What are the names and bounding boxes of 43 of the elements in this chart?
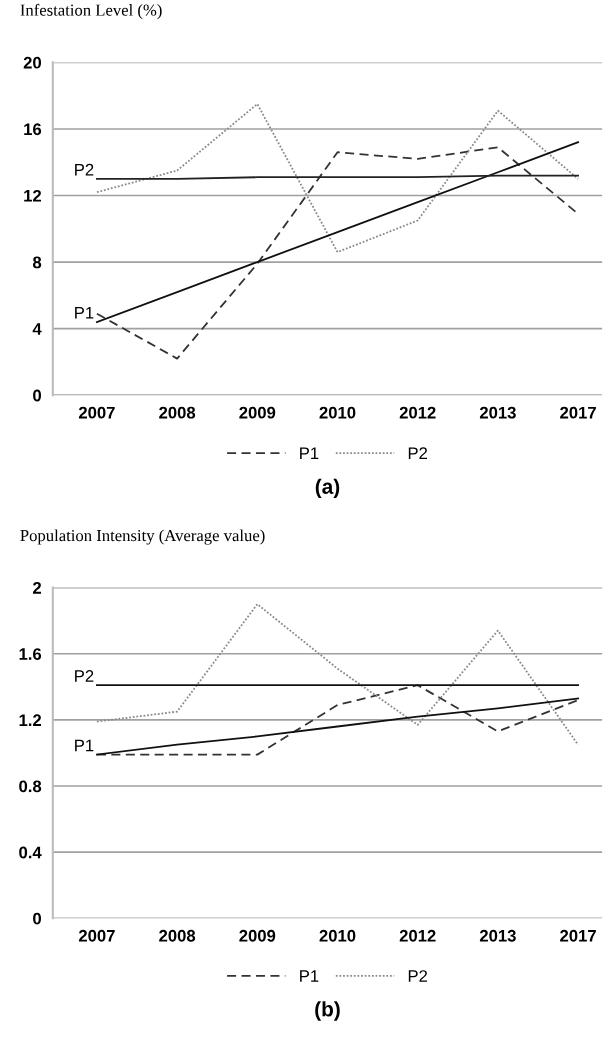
text: (b) xyxy=(315,1001,340,1021)
text: (a) xyxy=(315,478,340,499)
legend-label: P1 xyxy=(300,447,319,459)
y-tick-label: 16 xyxy=(24,123,42,136)
y-tick-label: 0 xyxy=(33,912,42,925)
legend-label: P2 xyxy=(408,447,428,459)
y-tick-label: 8 xyxy=(32,256,42,269)
legend-label: P2 xyxy=(408,970,428,982)
annotation: P2 xyxy=(75,163,94,176)
x-tick-label: 2009 xyxy=(239,929,276,942)
annotation: P2 xyxy=(75,670,94,682)
y-tick-label: 4 xyxy=(32,323,42,335)
y-tick-label: 1.6 xyxy=(19,648,42,660)
x-tick-label: 2007 xyxy=(78,929,115,942)
y-tick-label: 20 xyxy=(23,56,42,69)
x-tick-label: 2009 xyxy=(239,406,276,419)
x-tick-label: 2017 xyxy=(560,406,596,419)
y-tick-label: 1.2 xyxy=(19,714,42,726)
x-tick-label: 2013 xyxy=(479,929,516,942)
y-tick-label: 0 xyxy=(33,389,42,402)
line-series xyxy=(96,141,579,323)
annotation: P1 xyxy=(75,307,94,319)
x-tick-label: 2008 xyxy=(159,929,196,942)
line-series xyxy=(96,603,579,746)
annotation: P1 xyxy=(75,739,94,752)
x-tick-label: 2013 xyxy=(479,406,516,419)
x-tick-label: 2010 xyxy=(319,406,356,419)
line-series xyxy=(96,103,579,254)
x-tick-label: 2008 xyxy=(159,406,196,419)
y-axis-title: Infestation Level (%) xyxy=(20,3,162,20)
y-tick-label: 0.8 xyxy=(19,780,42,793)
x-tick-label: 2012 xyxy=(399,929,436,942)
y-tick-label: 2 xyxy=(33,582,42,594)
x-tick-label: 2010 xyxy=(319,929,356,942)
x-tick-label: 2012 xyxy=(399,406,436,419)
legend-label: P1 xyxy=(300,970,319,982)
line-series xyxy=(96,697,579,756)
x-tick-label: 2017 xyxy=(560,929,596,942)
x-tick-label: 2007 xyxy=(78,406,115,419)
line-series xyxy=(96,684,579,756)
y-tick-label: 0.4 xyxy=(19,846,42,859)
y-tick-label: 12 xyxy=(24,189,42,202)
y-axis-title: Population Intensity (Average value) xyxy=(20,529,265,545)
